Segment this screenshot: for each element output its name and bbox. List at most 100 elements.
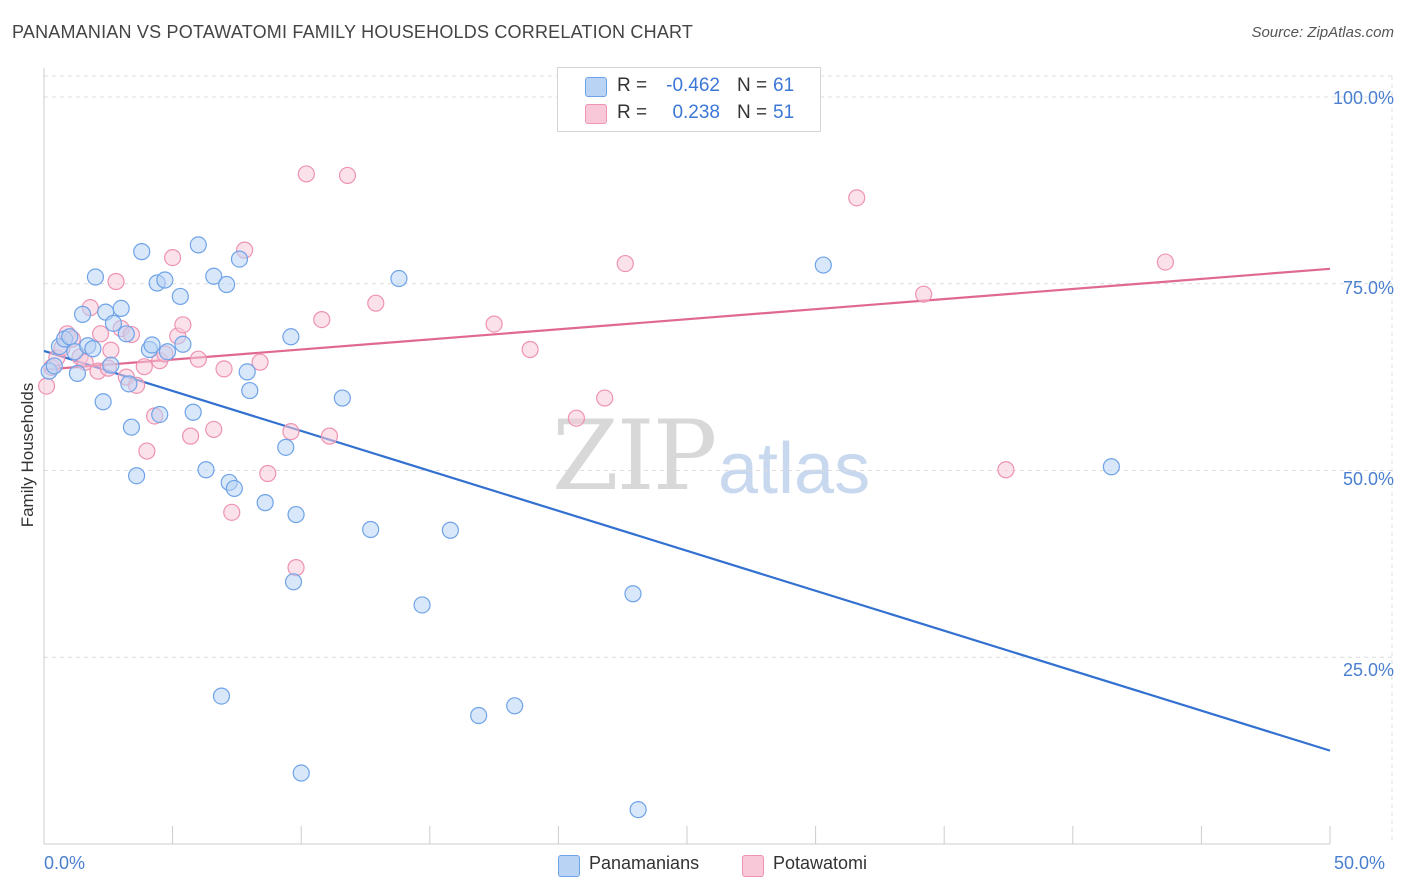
legend-n-label: N = <box>737 102 768 123</box>
legend-r-value: -0.462 <box>666 75 720 96</box>
panamanian-point <box>230 250 249 268</box>
panamanian-point <box>413 596 431 614</box>
panamanian-point <box>151 405 169 424</box>
panamanian-point <box>277 438 295 456</box>
potawatomi-point <box>567 409 586 427</box>
panamanian-point <box>218 275 236 294</box>
potawatomi-point <box>182 427 200 445</box>
x-tick-label: 0.0% <box>44 853 86 873</box>
potawatomi-point <box>135 358 153 376</box>
panamanian-point <box>94 393 112 411</box>
source-label: Source: ZipAtlas.com <box>1251 24 1394 41</box>
panamanian-point <box>86 268 105 286</box>
panamanian-point <box>122 418 141 436</box>
panamanian-point <box>171 287 189 306</box>
panamanian-point <box>133 243 151 261</box>
panamanian-point <box>45 357 63 375</box>
panamanian-point <box>470 706 488 725</box>
y-tick-label: 100.0% <box>1332 88 1394 108</box>
potawatomi-point <box>259 464 277 483</box>
panamanian-point <box>238 363 256 381</box>
potawatomi-point <box>37 377 56 395</box>
panamanian-point <box>629 801 647 819</box>
panamanian-point <box>104 314 123 332</box>
panamanian-point <box>282 328 300 346</box>
y-tick-label: 25.0% <box>1342 660 1394 680</box>
panamanian-point <box>158 343 177 361</box>
panamanian-point <box>143 336 161 354</box>
potawatomi-point <box>596 389 614 407</box>
potawatomi-point <box>297 165 315 183</box>
panamanian-point <box>333 389 351 407</box>
legend-label: Panamanians <box>589 853 700 873</box>
potawatomi-point <box>102 341 120 359</box>
panamanian-point <box>390 269 408 288</box>
panamanian-point <box>1102 458 1120 476</box>
panamanian-point <box>156 271 174 289</box>
panamanian-point <box>225 479 243 498</box>
panamanian-point <box>73 305 92 323</box>
legend-label: Potawatomi <box>773 853 868 873</box>
potawatomi-point <box>521 340 539 359</box>
correlation-legend: R = -0.462 N = 61 R = 0.238 N = 51 <box>557 67 821 132</box>
panamanian-point <box>120 375 138 393</box>
potawatomi-point <box>338 166 357 185</box>
legend-swatch-blue <box>585 77 607 97</box>
chart-title: PANAMANIAN VS POTAWATOMI FAMILY HOUSEHOL… <box>12 22 694 42</box>
panamanian-point <box>84 340 102 358</box>
potawatomi-trend-line <box>43 267 1331 371</box>
watermark-atlas: atlas <box>718 429 871 509</box>
legend-swatch-blue <box>558 855 580 877</box>
panamanian-point <box>117 325 135 343</box>
panamanian-point <box>624 585 642 603</box>
y-axis-label: Family Households <box>18 382 37 528</box>
legend-r-label: R = <box>617 102 648 123</box>
panamanian-point <box>506 697 524 715</box>
x-tick-label: 50.0% <box>1334 853 1386 873</box>
legend-row-potawatomi: R = 0.238 N = 51 <box>558 102 820 126</box>
axes <box>43 68 1331 845</box>
potawatomi-point <box>1156 253 1174 271</box>
legend-n-value: 51 <box>773 102 795 123</box>
legend-r-value: 0.238 <box>672 102 720 123</box>
panamanian-point <box>241 381 259 400</box>
legend-swatch-pink <box>585 104 607 124</box>
panamanian-point <box>256 494 274 512</box>
potawatomi-point <box>174 316 192 334</box>
data-points <box>37 73 1174 819</box>
panamanian-point <box>362 520 380 539</box>
potawatomi-point <box>138 442 156 460</box>
panamanian-point <box>102 356 120 374</box>
legend-r-label: R = <box>617 75 648 96</box>
legend-n-value: 61 <box>773 75 795 96</box>
panamanian-point <box>441 521 459 539</box>
trend-lines <box>43 267 1331 752</box>
panamanian-point <box>212 687 231 705</box>
potawatomi-point <box>313 311 331 329</box>
panamanian-point <box>112 299 130 318</box>
potawatomi-point <box>251 353 269 371</box>
panamanian-trend-line <box>43 349 1331 752</box>
potawatomi-point <box>91 325 110 343</box>
panamanian-point <box>287 505 305 524</box>
potawatomi-point <box>189 350 207 368</box>
potawatomi-point <box>367 294 385 312</box>
potawatomi-point <box>215 360 233 378</box>
panamanian-point <box>292 764 310 782</box>
panamanian-point <box>284 573 303 591</box>
legend-swatch-pink <box>742 855 764 877</box>
potawatomi-point <box>320 427 339 445</box>
panamanian-point <box>205 267 223 285</box>
panamanian-point <box>127 467 146 485</box>
potawatomi-point <box>282 423 300 441</box>
legend-n-label: N = <box>737 75 768 96</box>
gridlines <box>44 75 1393 844</box>
y-tick-label: 50.0% <box>1342 469 1394 489</box>
potawatomi-point <box>205 420 223 439</box>
potawatomi-point <box>485 315 503 333</box>
potawatomi-point <box>848 189 866 207</box>
potawatomi-point <box>287 559 305 577</box>
panamanian-point <box>61 328 79 346</box>
potawatomi-point <box>915 285 933 303</box>
